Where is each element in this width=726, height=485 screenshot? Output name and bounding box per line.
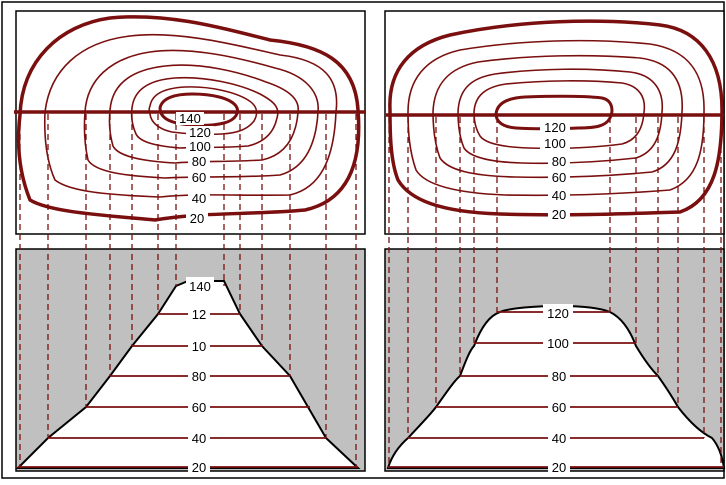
right-contour-60 (432, 54, 683, 179)
left-profile-label-140: 140 (189, 279, 211, 294)
right-contour-20 (388, 19, 724, 217)
left-map-label-80: 80 (192, 154, 206, 169)
left-map-label-20: 20 (190, 211, 204, 226)
left-map-label-40: 40 (192, 191, 206, 206)
left-contour-40 (43, 33, 338, 198)
left-contour-80 (108, 64, 299, 164)
right-profile-label-40: 40 (552, 431, 566, 446)
right-map-label-60: 60 (552, 170, 566, 185)
right-profile-label-120: 120 (547, 306, 569, 321)
right-diagram: 120 100 80 60 40 20 120 100 80 60 40 20 (384, 10, 726, 475)
right-profile-label-60: 60 (552, 400, 566, 415)
right-profile-label-100: 100 (547, 336, 569, 351)
left-contour-100 (130, 76, 279, 149)
left-map-label-100: 100 (189, 139, 211, 154)
right-contour-80 (457, 68, 664, 165)
left-map-label-120: 120 (189, 125, 211, 140)
right-map-label-40: 40 (552, 188, 566, 203)
left-profile-label-40: 40 (192, 431, 206, 446)
left-profile-label-10: 10 (192, 339, 206, 354)
left-map-label-60: 60 (192, 170, 206, 185)
left-map-label-140: 140 (179, 111, 201, 126)
left-profile-label-20: 20 (192, 460, 206, 475)
right-profile-label-20: 20 (552, 460, 566, 475)
right-map-label-20: 20 (552, 207, 566, 222)
right-map-label-80: 80 (552, 154, 566, 169)
right-contour-40 (407, 39, 705, 197)
right-map-label-120: 120 (544, 120, 566, 135)
left-profile-label-60: 60 (192, 400, 206, 415)
left-profile-label-12: 12 (192, 307, 206, 322)
right-contour-100 (473, 80, 646, 150)
left-profile-label-80: 80 (192, 369, 206, 384)
left-contour-120 (148, 86, 258, 136)
right-map-label-100: 100 (544, 136, 566, 151)
left-contour-20 (16, 15, 361, 222)
right-profile-label-80: 80 (552, 369, 566, 384)
left-contour-60 (83, 49, 319, 179)
left-diagram: 140 120 100 80 60 40 20 140 12 10 80 60 (14, 10, 366, 475)
